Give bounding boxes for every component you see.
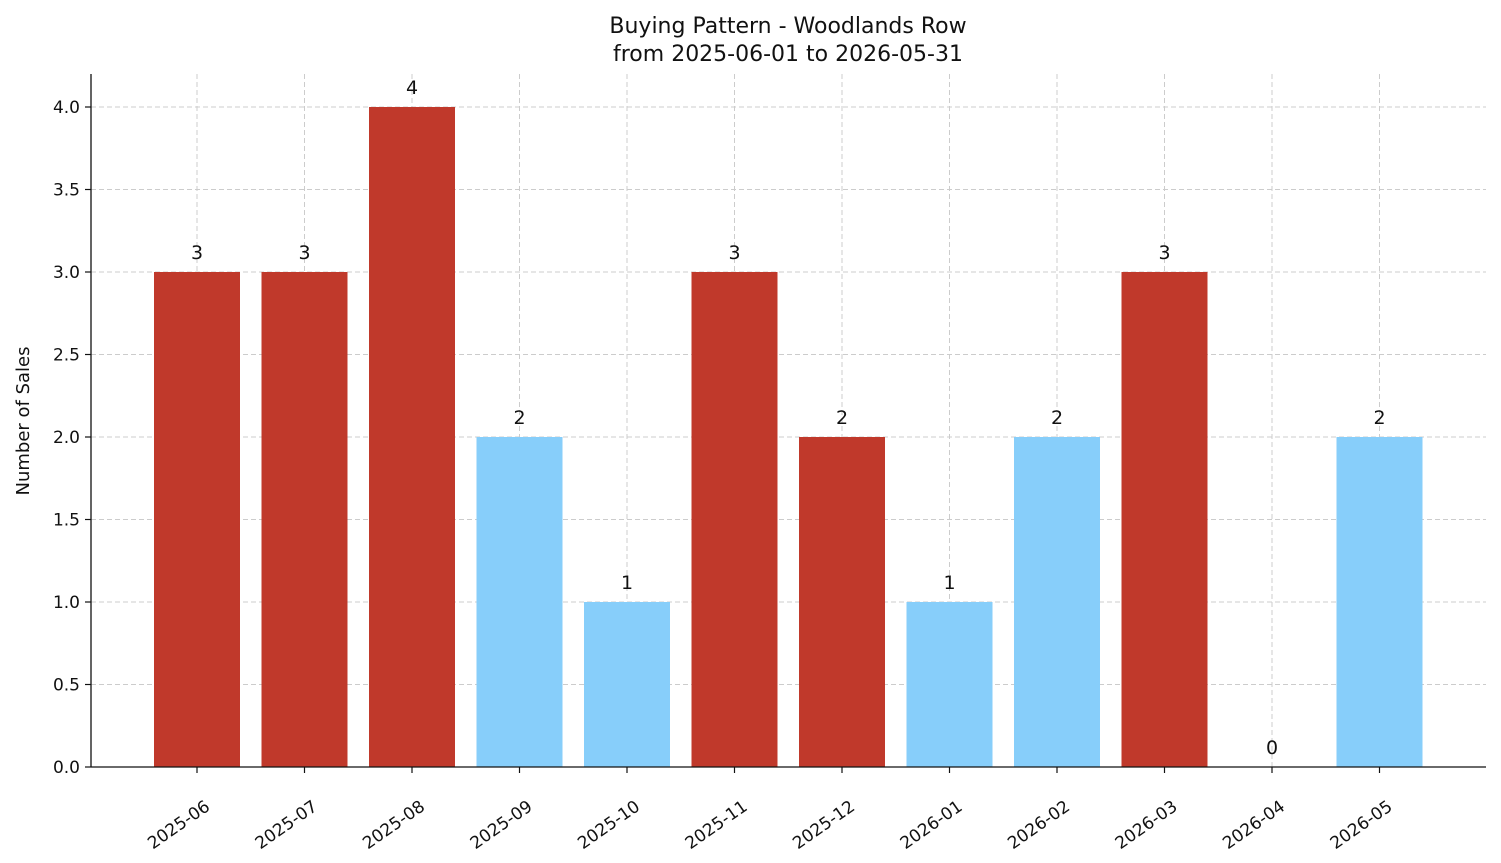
data-label: 4 <box>406 77 418 99</box>
chart-title: Buying Pattern - Woodlands Row <box>609 14 966 39</box>
data-label: 2 <box>836 407 848 429</box>
x-tick-label: 2026-05 <box>1327 797 1397 854</box>
data-label: 3 <box>298 242 310 264</box>
y-tick-label: 3.5 <box>53 181 80 201</box>
y-tick-label: 1.5 <box>53 511 80 531</box>
bar-2025-08 <box>369 107 455 767</box>
bar-2025-11 <box>691 272 778 767</box>
y-tick-label: 0.5 <box>53 676 80 696</box>
x-tick-label: 2025-06 <box>144 797 214 854</box>
y-tick-label: 3.0 <box>53 263 80 283</box>
y-axis-label: Number of Sales <box>13 346 34 495</box>
bar-2026-05 <box>1336 437 1423 767</box>
data-label: 2 <box>513 407 525 429</box>
bar-2025-06 <box>154 272 240 767</box>
bar-2025-09 <box>476 437 563 767</box>
bars <box>154 107 1423 767</box>
data-label: 0 <box>1266 737 1278 759</box>
x-tick-label: 2025-10 <box>574 797 644 854</box>
data-label: 3 <box>191 242 203 264</box>
x-tick-label: 2025-08 <box>359 797 429 854</box>
bar-2026-03 <box>1121 272 1208 767</box>
bar-2026-01 <box>906 602 993 767</box>
x-tick-label: 2025-07 <box>252 797 322 854</box>
y-tick-label: 4.0 <box>53 98 80 118</box>
x-tick-label: 2026-02 <box>1004 797 1074 854</box>
data-label: 1 <box>621 572 633 594</box>
x-tick-label: 2025-12 <box>789 797 859 854</box>
y-tick-label: 0.0 <box>53 758 80 778</box>
y-tick-label: 2.5 <box>53 346 80 366</box>
y-tick-label: 2.0 <box>53 428 80 448</box>
bar-2025-12 <box>799 437 885 767</box>
data-label: 2 <box>1373 407 1385 429</box>
bar-2025-10 <box>584 602 670 767</box>
data-label: 3 <box>728 242 740 264</box>
bar-2025-07 <box>261 272 348 767</box>
chart-subtitle: from 2025-06-01 to 2026-05-31 <box>613 42 963 67</box>
x-tick-label: 2025-09 <box>467 797 537 854</box>
data-label: 3 <box>1158 242 1170 264</box>
bar-2026-02 <box>1014 437 1100 767</box>
x-tick-label: 2026-04 <box>1219 797 1289 854</box>
data-label: 2 <box>1051 407 1063 429</box>
data-labels: 3 3 4 2 1 3 2 1 2 3 0 2 <box>191 77 1386 759</box>
x-tick-label: 2026-01 <box>897 797 967 854</box>
x-tick-label: 2025-11 <box>682 797 752 854</box>
x-tick-label: 2026-03 <box>1112 797 1182 854</box>
y-tick-label: 1.0 <box>53 593 80 613</box>
data-label: 1 <box>943 572 955 594</box>
